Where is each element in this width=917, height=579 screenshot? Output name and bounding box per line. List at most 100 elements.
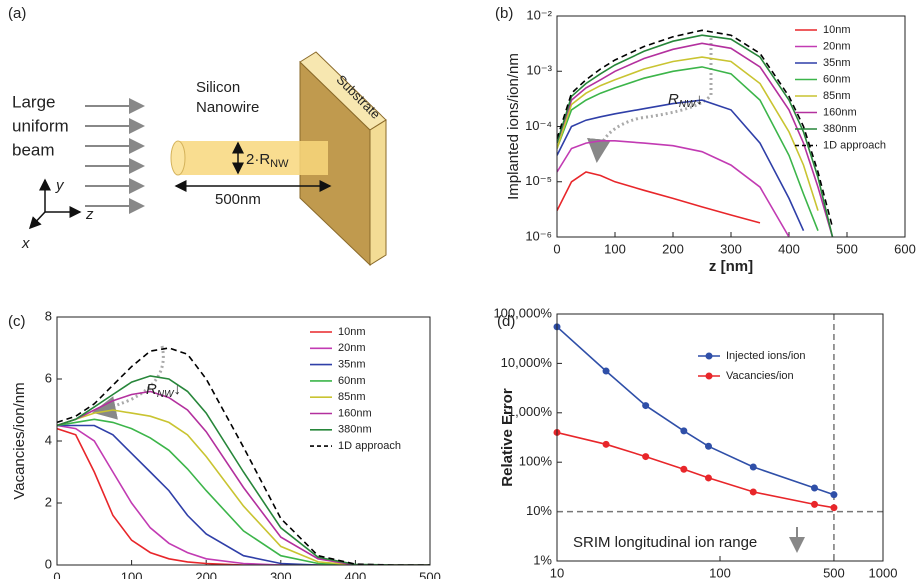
annotation-text: R	[668, 91, 679, 108]
legend-label: 35nm	[338, 359, 366, 371]
x-axis-label: z [nm]	[709, 258, 753, 275]
data-point	[749, 488, 757, 496]
legend-label: 160nm	[338, 407, 372, 419]
axis-x: x	[21, 235, 30, 252]
data-point	[602, 440, 610, 448]
series-line	[557, 66, 819, 231]
beam-text: beam	[12, 140, 55, 159]
legend-label: 20nm	[823, 40, 851, 52]
panel-a: (a) Large uniform beam Substrate Silicon…	[8, 5, 387, 267]
beam-text: uniform	[12, 116, 69, 135]
panel-label: (c)	[8, 313, 26, 330]
wire-label: Nanowire	[196, 99, 259, 116]
data-point	[642, 453, 650, 461]
note: SRIM longitudinal ion range	[573, 534, 757, 551]
x-tick-label: 600	[894, 241, 916, 256]
x-tick-label: 300	[270, 569, 292, 579]
y-tick-label: 10⁻⁵	[525, 173, 552, 188]
y-tick-label: 4	[45, 432, 52, 447]
legend-marker	[705, 372, 713, 380]
series-line	[557, 99, 805, 232]
y-axis-label: Implanted ions/ion/nm	[505, 53, 522, 200]
series-line	[557, 326, 835, 496]
x-tick-label: 10	[550, 565, 564, 579]
beam-text: Large	[12, 92, 55, 111]
y-tick-label: 6	[45, 370, 52, 385]
nanowire	[178, 141, 328, 175]
legend-label: 35nm	[823, 57, 851, 69]
data-point	[830, 504, 838, 512]
beam-arrows	[85, 98, 145, 214]
data-point	[680, 465, 688, 473]
y-tick-label: 10⁻⁴	[525, 118, 552, 133]
plot-area	[557, 29, 834, 237]
radius-sub: NW	[270, 158, 289, 170]
y-tick-label: 100,000%	[493, 305, 552, 320]
axes-icon	[28, 178, 82, 230]
series-line	[57, 424, 430, 565]
chart-panel: (c)010020030040050002468z [nm]Vacancies/…	[8, 308, 441, 579]
y-tick-label: 10%	[526, 503, 552, 518]
data-point	[811, 500, 819, 508]
legend-marker	[705, 352, 713, 360]
panel-label: (b)	[495, 5, 513, 22]
y-tick-label: 100%	[519, 454, 553, 469]
x-tick-label: 400	[345, 569, 367, 579]
legend-label: 10nm	[823, 24, 851, 36]
x-tick-label: 300	[720, 241, 742, 256]
trend-arrow	[92, 345, 165, 420]
wire-label: Silicon	[196, 79, 240, 96]
legend-label: 160nm	[823, 106, 857, 118]
legend-label: Injected ions/ion	[726, 350, 806, 362]
legend-label: 20nm	[338, 342, 366, 354]
y-tick-label: 1%	[533, 552, 552, 567]
x-tick-label: 100	[121, 569, 143, 579]
plot-frame	[56, 316, 431, 566]
axis-z: z	[85, 206, 94, 223]
series-line	[557, 56, 819, 211]
panel-label: (d)	[497, 313, 515, 330]
annotation-sub: NW	[157, 389, 175, 400]
plot-frame	[556, 15, 906, 238]
data-point	[811, 484, 819, 492]
x-tick-label: 200	[662, 241, 684, 256]
plot-area	[557, 326, 835, 509]
series-line	[557, 34, 834, 237]
y-axis-label: Relative Error	[499, 388, 516, 487]
chart-panel: (b) 0 100 200 300 400 500 600 10⁻⁶ 10⁻⁵ 10⁻⁴ 10⁻³ 10…	[495, 5, 916, 275]
data-point	[749, 463, 757, 471]
data-point	[680, 427, 688, 435]
x-tick-label: 400	[778, 241, 800, 256]
data-point	[602, 367, 610, 375]
annotation-arrow: ↓	[696, 91, 704, 108]
annotation-arrow: ↓	[174, 381, 182, 398]
nanowire-end	[170, 140, 186, 176]
annotation: RNW↓	[668, 91, 703, 110]
series-line	[557, 29, 834, 228]
series-line	[57, 390, 430, 565]
annotation-text: R	[146, 381, 157, 398]
data-point	[830, 491, 838, 499]
data-point	[642, 402, 650, 410]
x-tick-label: 0	[53, 569, 60, 579]
series-line	[557, 140, 790, 237]
plot-area	[57, 347, 430, 565]
x-tick-label: 0	[553, 241, 560, 256]
plot-frame	[556, 313, 884, 562]
data-point	[704, 442, 712, 450]
series-line	[557, 42, 834, 237]
x-tick-label: 200	[195, 569, 217, 579]
radius-label: 2·RNW	[246, 151, 289, 170]
annotation: RNW↓	[146, 381, 181, 400]
length-label: 500nm	[215, 191, 261, 208]
y-tick-label: 10⁻²	[526, 7, 552, 22]
legend-label: 380nm	[823, 123, 857, 135]
x-tick-label: 500	[823, 565, 845, 579]
chart-panel: (d) 10 100 500 1000 1% 10% 100% 1,000% 10,000% 100…	[493, 305, 897, 579]
legend-label: 1D approach	[338, 440, 401, 452]
legend-label: 1D approach	[823, 139, 886, 151]
series-line	[57, 375, 430, 565]
y-tick-label: 8	[45, 308, 52, 323]
y-tick-label: 10⁻³	[526, 63, 552, 78]
